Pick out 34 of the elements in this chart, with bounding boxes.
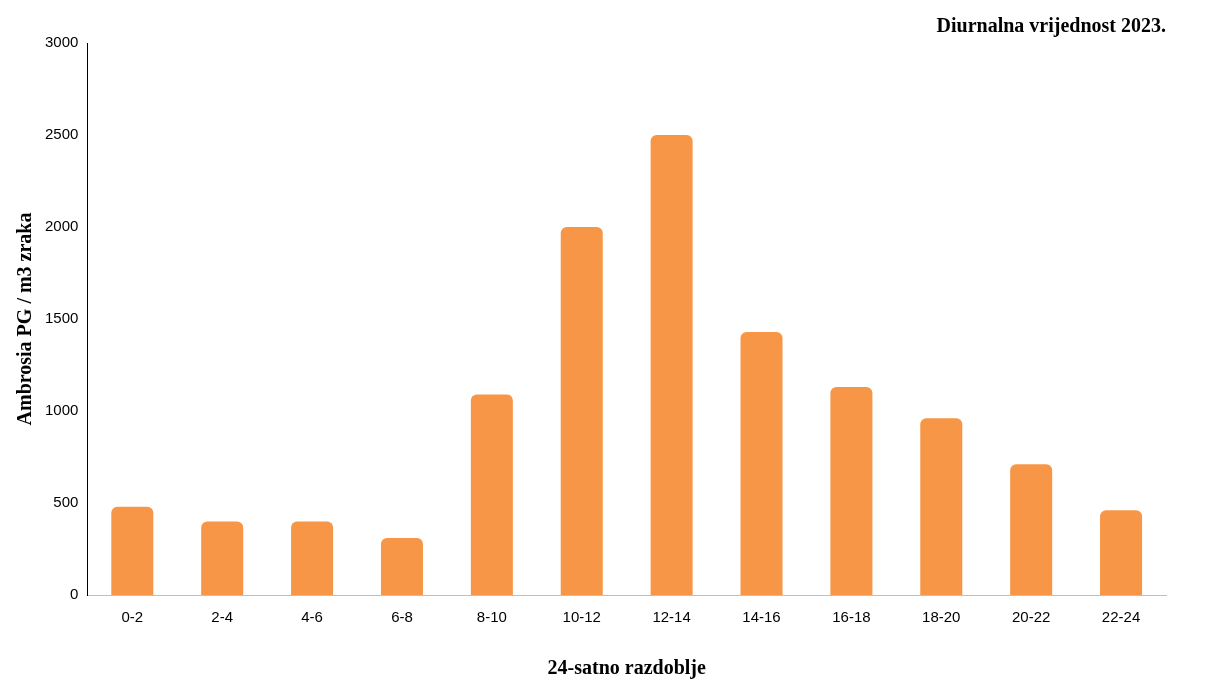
chart-title: Diurnalna vrijednost 2023. — [936, 14, 1166, 38]
x-tick-label: 0-2 — [121, 608, 144, 626]
y-axis-title: Ambrosia PG / m3 zraka — [13, 212, 36, 426]
bar — [380, 537, 423, 595]
x-tick-label: 4-6 — [301, 608, 323, 626]
bar — [201, 521, 244, 595]
x-tick-label: 16-18 — [832, 608, 871, 626]
x-tick-label: 18-20 — [922, 608, 961, 626]
bar — [650, 135, 693, 595]
x-tick-label: 6-8 — [391, 608, 413, 626]
x-tick-label: 12-14 — [652, 608, 691, 626]
y-tick-label: 1000 — [44, 401, 79, 419]
bar — [111, 506, 154, 595]
x-tick-label: 8-10 — [476, 608, 507, 626]
x-tick-label: 14-16 — [742, 608, 781, 626]
x-tick-label: 10-12 — [562, 608, 601, 626]
x-tick-label: 2-4 — [211, 608, 234, 626]
y-tick-label: 2000 — [44, 217, 79, 235]
y-tick-label: 3000 — [44, 33, 79, 51]
bar — [470, 394, 513, 595]
bar — [740, 331, 783, 595]
bar — [291, 521, 334, 595]
bar — [560, 227, 603, 595]
bar — [1010, 464, 1053, 595]
bar — [1100, 510, 1143, 595]
y-tick-label: 0 — [70, 585, 79, 603]
bar — [830, 387, 873, 595]
y-tick-label: 1500 — [44, 309, 79, 327]
bar — [920, 418, 963, 595]
y-tick-label: 500 — [53, 493, 79, 511]
x-tick-label: 20-22 — [1011, 608, 1051, 626]
y-tick-label: 2500 — [44, 125, 79, 143]
x-axis-title: 24-satno razdoblje — [547, 656, 706, 680]
x-tick-label: 22-24 — [1101, 608, 1141, 626]
